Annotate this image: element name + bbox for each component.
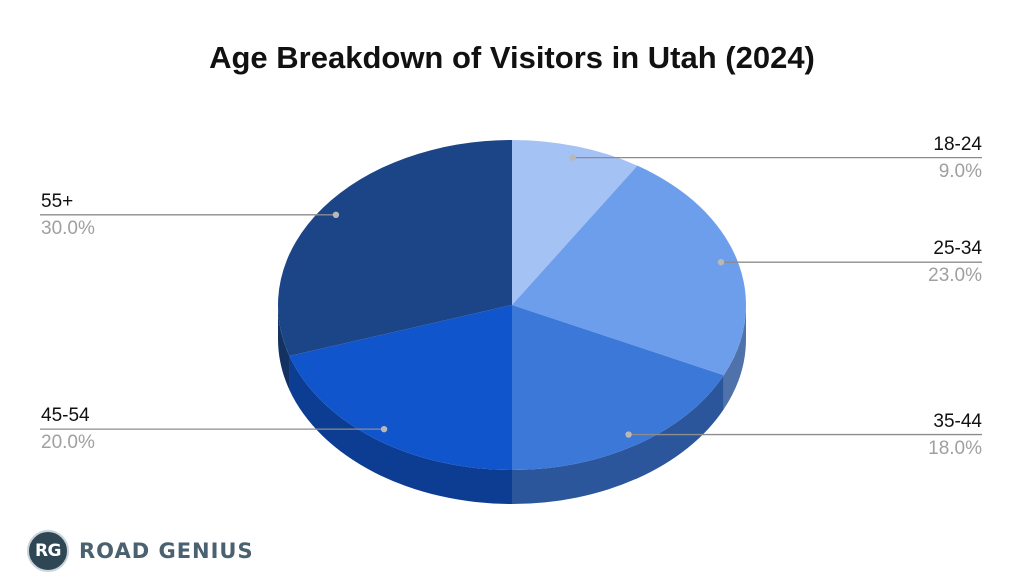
pie-slice-18-24	[512, 140, 638, 305]
slice-percent-45-54: 20.0%	[41, 432, 95, 454]
pie-top	[278, 140, 747, 470]
pie-callouts	[40, 154, 982, 438]
leader-dot-25-34	[717, 258, 725, 266]
pie-side-45-54	[289, 355, 512, 504]
leader-dot-35-44	[625, 431, 632, 438]
brand-name: ROAD GENIUS	[79, 539, 254, 563]
slice-label-25-34: 25-34	[933, 238, 982, 260]
leader-dot-55+	[332, 211, 340, 219]
slice-percent-55+: 30.0%	[41, 217, 95, 239]
slice-label-55+: 55+	[41, 190, 74, 212]
chart-title: Age Breakdown of Visitors in Utah (2024)	[209, 40, 815, 75]
pie-slice-45-54	[289, 305, 512, 470]
leader-dot-18-24	[569, 154, 576, 161]
pie-side-25-34	[723, 305, 746, 410]
pie-slice-25-34	[512, 165, 747, 376]
slice-percent-35-44: 18.0%	[928, 437, 982, 459]
leader-dot-45-54	[380, 425, 388, 433]
pie-side-35-44	[512, 375, 724, 504]
brand-badge-icon: RG	[27, 530, 69, 572]
slice-percent-18-24: 9.0%	[938, 160, 982, 182]
pie-slice-55+	[278, 140, 512, 356]
slice-label-18-24: 18-24	[933, 133, 982, 155]
brand-logo: RG ROAD GENIUS	[27, 529, 254, 573]
slice-label-45-54: 45-54	[41, 405, 90, 427]
pie-side-walls	[278, 305, 746, 504]
pie-side-55+	[278, 305, 290, 390]
slice-percent-25-34: 23.0%	[928, 265, 982, 287]
pie-slice-35-44	[512, 305, 724, 470]
slice-label-35-44: 35-44	[933, 410, 982, 432]
